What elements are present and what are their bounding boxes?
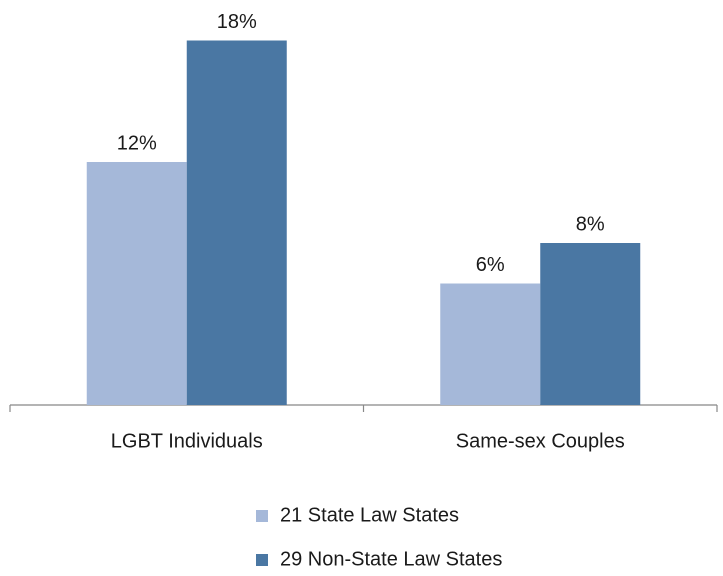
bar bbox=[86, 162, 187, 405]
legend-label: 29 Non-State Law States bbox=[280, 548, 502, 570]
legend-swatch bbox=[256, 510, 268, 522]
bar bbox=[540, 243, 641, 405]
data-label: 8% bbox=[576, 213, 605, 235]
bar bbox=[186, 40, 287, 405]
legend-label: 21 State Law States bbox=[280, 504, 459, 526]
data-label: 12% bbox=[117, 132, 157, 154]
data-label: 6% bbox=[476, 254, 505, 276]
data-label: 18% bbox=[217, 11, 257, 33]
legend-swatch bbox=[256, 554, 268, 566]
x-tick-label: Same-sex Couples bbox=[456, 430, 625, 452]
bar bbox=[440, 283, 541, 405]
x-tick-label: LGBT Individuals bbox=[111, 430, 263, 452]
